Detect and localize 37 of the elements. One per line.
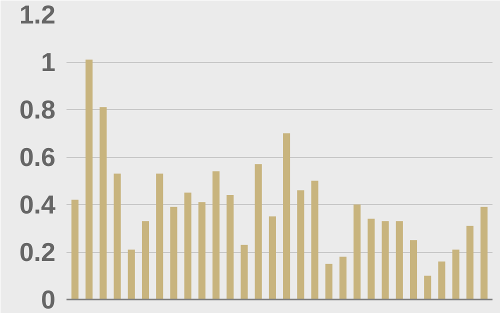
bar [114,174,121,300]
bar [339,256,347,300]
bar [170,206,178,300]
y-tick-label: 0.8 [19,94,56,124]
y-tick-label: 0 [41,284,56,313]
bar [424,276,432,300]
bar [128,250,135,300]
bar [268,216,276,300]
y-tick-label: 1 [41,47,56,77]
bar [480,206,488,300]
bar [297,190,304,300]
bar [198,202,206,300]
y-tick-label: 1.2 [19,0,56,30]
bar [283,133,290,300]
bar [71,200,78,300]
bar [382,221,389,300]
bar [212,171,220,300]
bar [156,174,164,300]
bar [184,192,192,300]
bar [438,262,446,300]
bar [226,195,234,300]
bar [452,250,460,300]
bar [100,107,107,300]
bar [240,244,248,300]
bar [354,204,361,300]
bar [410,240,418,300]
y-tick-label: 0.4 [19,190,56,220]
y-tick-label: 0.6 [19,142,56,172]
bar [254,164,262,300]
y-tick-label: 0.2 [19,237,56,267]
bar [86,60,93,300]
bar [311,180,318,300]
bar [466,226,474,300]
bar [368,218,375,300]
bar [142,221,150,300]
bar [396,221,403,300]
bar [325,264,332,300]
